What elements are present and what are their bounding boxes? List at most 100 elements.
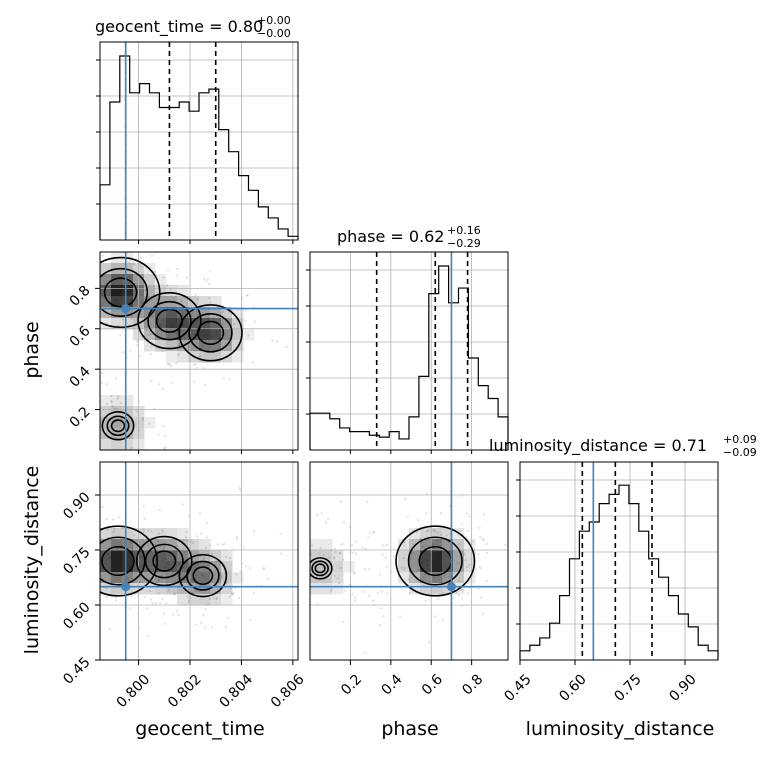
density-cell xyxy=(409,528,421,540)
sample-dot xyxy=(479,567,482,570)
density-cell xyxy=(243,329,255,341)
sample-dot xyxy=(465,566,469,569)
sample-dot xyxy=(121,527,124,530)
density-cell xyxy=(166,572,178,584)
contour-line xyxy=(147,300,192,341)
sample-dot xyxy=(354,540,357,543)
density-cell xyxy=(332,583,344,595)
x-tick-label: 0.800 xyxy=(114,671,154,711)
sample-dot xyxy=(234,587,237,590)
sample-dot xyxy=(138,565,141,568)
sample-dot xyxy=(368,531,371,534)
x-tick-label: 0.6 xyxy=(419,671,446,698)
density-cell xyxy=(453,539,465,551)
title-luminosity-distance-err-minus: −0.09 xyxy=(723,446,757,459)
sample-dot xyxy=(251,361,254,364)
x-axis-label-geocent-time: geocent_time xyxy=(135,718,264,740)
density-cell xyxy=(442,572,454,584)
density-cell xyxy=(210,340,222,352)
contour-line xyxy=(144,543,184,579)
sample-dot xyxy=(164,565,167,569)
sample-dot xyxy=(175,274,178,277)
density-cell xyxy=(442,528,454,540)
sample-dot xyxy=(130,299,134,302)
sample-dot xyxy=(320,512,323,515)
sample-dot xyxy=(139,265,142,268)
sample-dot xyxy=(216,543,219,546)
density-cell xyxy=(464,561,476,573)
sample-dot xyxy=(436,569,439,572)
sample-dot xyxy=(181,503,184,506)
density-cell xyxy=(210,296,222,308)
x-tick-label: 0.804 xyxy=(217,671,257,711)
sample-dot xyxy=(436,531,439,535)
truth-point xyxy=(446,582,456,592)
density-cell xyxy=(122,550,134,562)
sample-dot xyxy=(386,592,389,595)
histogram-phase xyxy=(309,265,509,450)
sample-dot xyxy=(163,446,166,449)
ticks-layer: 0.800 0.802 0.804 0.806 0.2 0.4 0.6 0.8 0.45 0.60… xyxy=(60,59,700,711)
sample-dot xyxy=(465,512,468,515)
sample-dot xyxy=(404,566,407,570)
density-cell xyxy=(100,561,112,573)
sample-dot xyxy=(342,521,346,524)
sample-dot xyxy=(143,595,146,598)
title-phase: phase = 0.62 xyxy=(337,227,444,246)
sample-dot xyxy=(411,552,414,555)
density-cell xyxy=(100,296,112,308)
sample-dot xyxy=(221,322,224,325)
sample-dot xyxy=(151,254,154,257)
sample-dot xyxy=(183,338,186,341)
density-cell xyxy=(111,307,123,319)
density-cell xyxy=(166,583,178,595)
y-tick-label: 0.60 xyxy=(60,599,93,632)
sample-dot xyxy=(149,333,152,336)
sample-dot xyxy=(252,591,255,594)
density-cell xyxy=(122,318,134,330)
density-cell xyxy=(321,561,333,573)
sample-dot xyxy=(245,294,248,297)
x-axis-label-phase: phase xyxy=(381,718,438,740)
sample-dot xyxy=(126,285,129,288)
density-cell xyxy=(199,594,211,606)
sample-dot xyxy=(101,372,104,375)
density-cell xyxy=(144,329,156,341)
sample-dot xyxy=(461,605,464,608)
sample-dot xyxy=(195,573,198,577)
sample-dot xyxy=(322,553,325,556)
sample-dot xyxy=(196,298,199,301)
density-cell xyxy=(442,561,454,573)
sample-dot xyxy=(432,576,436,579)
sample-dot xyxy=(328,556,331,559)
sample-dot xyxy=(333,557,336,560)
sample-dot xyxy=(319,546,322,549)
density-cell xyxy=(111,561,123,573)
sample-dot xyxy=(372,599,375,602)
contour-line xyxy=(192,566,214,586)
contour-line xyxy=(196,320,225,346)
sample-dot xyxy=(457,594,460,597)
sample-dot xyxy=(178,563,181,566)
sample-dot xyxy=(402,557,406,560)
sample-dot xyxy=(235,535,239,539)
y-axis-label-luminosity-distance: luminosity_distance xyxy=(21,466,43,655)
sample-dot xyxy=(382,615,385,618)
sample-dot xyxy=(208,270,211,273)
sample-dot xyxy=(406,515,410,518)
density-cell xyxy=(177,285,189,297)
density-cell xyxy=(177,528,189,540)
density-cell xyxy=(122,561,134,573)
density-cell xyxy=(199,550,211,562)
density-cell xyxy=(420,583,432,595)
sample-dot xyxy=(228,377,231,380)
sample-dot xyxy=(183,578,186,581)
sample-dot xyxy=(242,546,245,550)
density-cell xyxy=(144,528,156,540)
sample-dot xyxy=(408,592,411,595)
density-cell xyxy=(453,561,465,573)
density-cell xyxy=(453,572,465,584)
density-cell xyxy=(177,583,189,595)
x-tick-label: 0.75 xyxy=(611,671,644,704)
sample-dot xyxy=(440,577,443,580)
